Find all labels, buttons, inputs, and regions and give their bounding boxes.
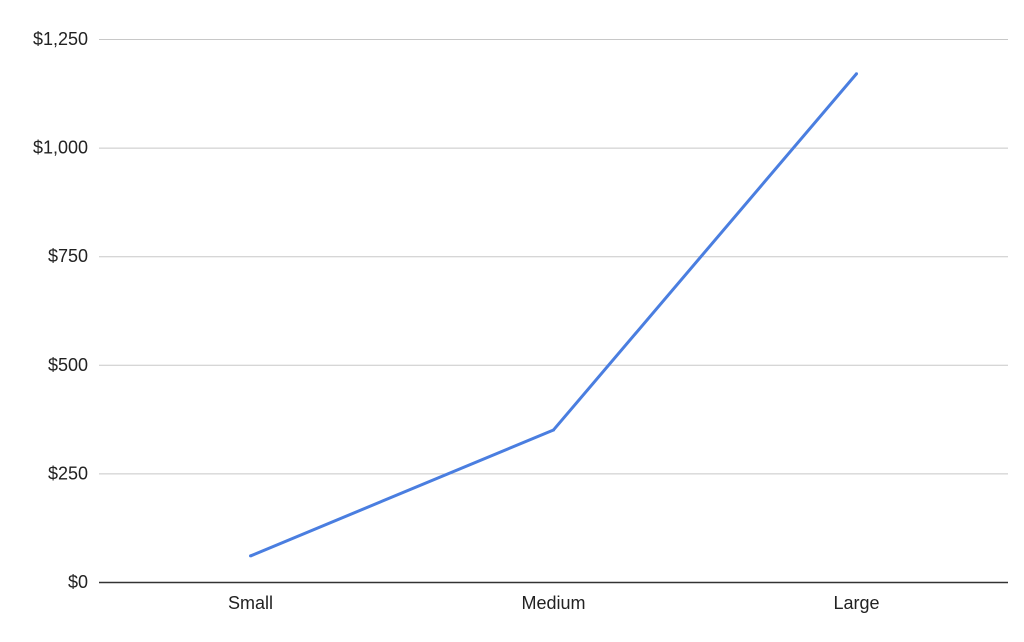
y-tick-label: $500 xyxy=(48,355,88,375)
gridlines xyxy=(99,39,1008,475)
data-point xyxy=(249,554,252,558)
y-axis-ticks: $0 $250 $500 $750 $1,000 $1,250 xyxy=(33,29,88,592)
x-axis-ticks: Small Medium Large xyxy=(228,593,880,613)
y-tick-label: $250 xyxy=(48,463,88,483)
y-tick-label: $750 xyxy=(48,246,88,266)
series-group xyxy=(249,72,858,558)
series-line xyxy=(249,72,858,558)
y-tick-label: $1,250 xyxy=(33,29,88,49)
y-tick-label: $1,000 xyxy=(33,138,88,158)
x-tick-label: Small xyxy=(228,593,273,613)
x-tick-label: Medium xyxy=(521,593,585,613)
data-point xyxy=(552,428,555,432)
x-tick-label: Large xyxy=(833,593,879,613)
y-tick-label: $0 xyxy=(68,572,88,592)
data-point xyxy=(855,72,858,76)
